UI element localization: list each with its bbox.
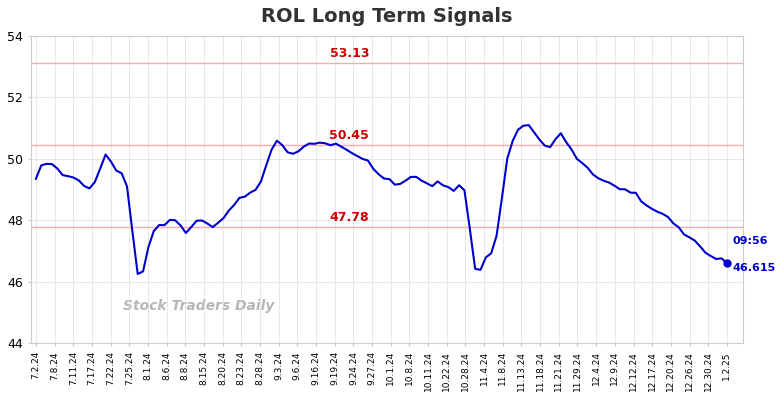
Text: 46.615: 46.615 (732, 263, 775, 273)
Text: 09:56: 09:56 (732, 236, 768, 246)
Text: Stock Traders Daily: Stock Traders Daily (123, 298, 274, 313)
Text: 47.78: 47.78 (329, 211, 369, 224)
Title: ROL Long Term Signals: ROL Long Term Signals (261, 7, 513, 26)
Text: 53.13: 53.13 (329, 47, 369, 60)
Text: 50.45: 50.45 (329, 129, 369, 142)
